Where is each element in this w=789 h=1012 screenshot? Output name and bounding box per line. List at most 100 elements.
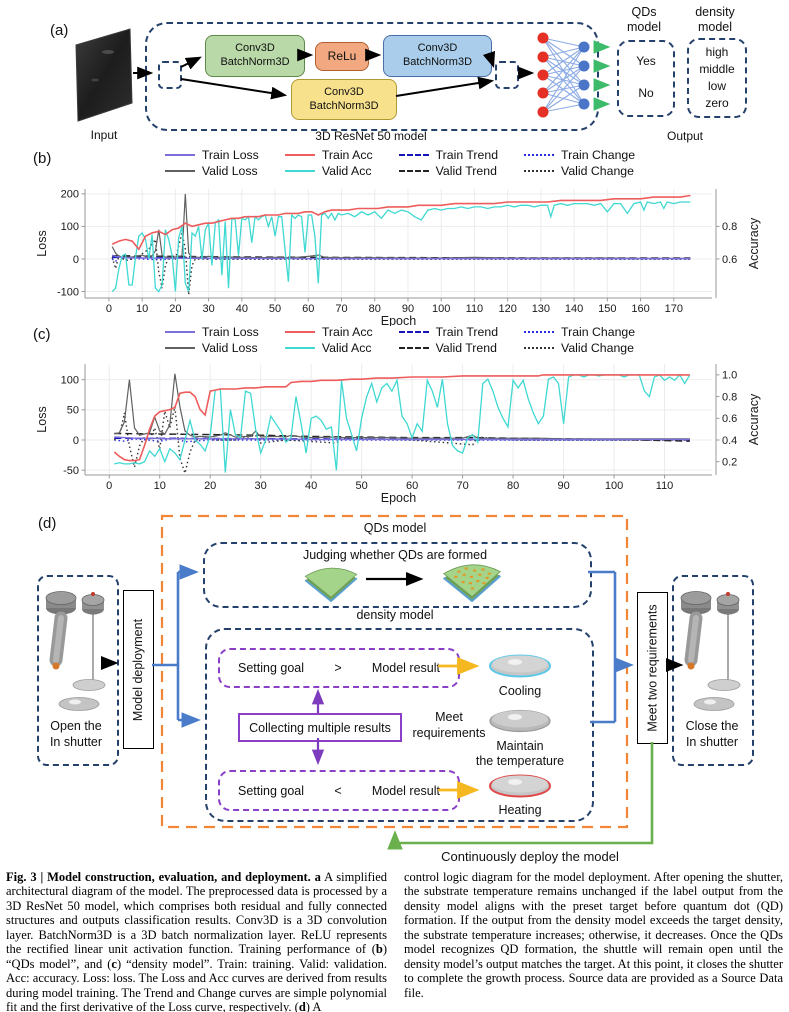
- series-line-train-change: [114, 437, 690, 443]
- wafer-plain-image: [304, 567, 358, 602]
- conv-batchnorm-block-right: Conv3D BatchNorm3D: [383, 35, 492, 77]
- legend-label: Valid Acc: [321, 340, 372, 355]
- caption-segment: control logic diagram for the model depl…: [404, 870, 783, 1000]
- x-tick-label: 0: [106, 480, 112, 492]
- legend-item-valid-change: Valid Change: [524, 163, 635, 178]
- caption-segment: ) “density model”. Train: training. Vali…: [6, 956, 387, 1012]
- series-line-valid-acc: [114, 373, 691, 473]
- legend-label: Valid Trend: [435, 340, 497, 355]
- x-tick-label: 90: [402, 303, 414, 315]
- setting-goal-lt-box: Setting goal < Model result: [218, 770, 460, 811]
- series-line-train-acc: [113, 374, 690, 462]
- series-line-valid-loss: [111, 193, 691, 259]
- caption-segment: Fig. 3 | Model construction, evaluation,…: [6, 870, 315, 884]
- legend-item-valid-trend: Valid Trend: [398, 340, 498, 355]
- legend-label: Valid Trend: [435, 163, 497, 178]
- density-model-section-title: density model: [356, 608, 434, 622]
- caption-segment: ) A: [305, 999, 322, 1012]
- collecting-results-box: Collecting multiple results: [238, 713, 402, 742]
- panel-a-flow-arrows: [133, 48, 535, 100]
- caption-segment: c: [111, 956, 117, 971]
- x-tick-label: 170: [665, 303, 683, 315]
- legend-label: Train Change: [561, 147, 636, 162]
- setting-goal-gt-left: Setting goal: [238, 661, 305, 675]
- maintain-label: Maintain the temperature: [475, 739, 565, 768]
- panel-a-label: (a): [50, 22, 69, 39]
- x-tick-label: 70: [335, 303, 347, 315]
- x-tick-label: 160: [631, 303, 649, 315]
- x-tick-label: 50: [356, 480, 368, 492]
- blue-connectors: [152, 564, 634, 728]
- judging-label: Judging whether QDs are formed: [302, 548, 488, 562]
- x-tick-label: 20: [169, 303, 181, 315]
- caption-segment: a: [314, 870, 321, 884]
- x-tick-label: 50: [269, 303, 281, 315]
- green-feedback-connector: [387, 742, 654, 850]
- x-tick-label: 100: [605, 480, 623, 492]
- qd-dots: [454, 567, 491, 590]
- y-tick-label-left: 200: [61, 189, 79, 201]
- open-shutter-caption: Open the In shutter: [49, 719, 103, 750]
- network-graphic: [537, 32, 611, 118]
- series-line-valid-change: [113, 406, 690, 475]
- conv-batchnorm-block-top: Conv3D BatchNorm3D: [205, 35, 305, 77]
- setting-goal-lt-left: Setting goal: [238, 783, 305, 798]
- x-tick-label: 100: [432, 303, 450, 315]
- y-axis-title-left: Loss: [35, 406, 49, 432]
- x-tick-label: 0: [106, 303, 112, 315]
- shutter-apparatus-image-2: [680, 591, 741, 711]
- density-output-box: high middle low zero: [687, 38, 747, 118]
- output-nodes: [578, 41, 590, 110]
- x-tick-label: 60: [302, 303, 314, 315]
- y-tick-label-right: 0.8: [722, 391, 737, 403]
- model-deployment-label: Model deployment: [131, 618, 146, 721]
- x-tick-label: 70: [456, 480, 468, 492]
- shutter-apparatus-image: [45, 591, 106, 711]
- qds-model-section-box: [203, 542, 592, 608]
- open-shutter-box: [37, 575, 119, 766]
- legend-line-sample: [524, 330, 555, 333]
- legend-line-sample: [284, 169, 315, 172]
- series-line-train-change: [111, 256, 691, 263]
- legend-label: Valid Loss: [201, 163, 258, 178]
- y-axis-title-left: Loss: [35, 230, 49, 256]
- wafer-with-qds-image: [442, 564, 502, 602]
- legend-item-valid-loss: Valid Loss: [164, 340, 259, 355]
- legend-label: Train Change: [561, 324, 636, 339]
- series-line-valid-acc: [111, 201, 691, 293]
- input-image: [75, 28, 133, 122]
- input-nodes: [537, 32, 549, 118]
- qds-no-option: No: [638, 86, 654, 100]
- x-tick-label: 80: [507, 480, 519, 492]
- meet-two-requirements-label: Meet two requirements: [645, 604, 660, 732]
- y-tick-label-left: 100: [61, 374, 79, 386]
- chart-c-plot: 0 10 20 30 40 50 60 70 80 90 100 110 -50 0 50 100 1.0 0.8…: [35, 364, 761, 505]
- meet-requirements-label: Meet requirements: [412, 710, 486, 740]
- legend-item-train-acc: Train Acc: [284, 147, 373, 162]
- legend-item-valid-acc: Valid Acc: [284, 340, 373, 355]
- y-axis-title-right: Accuracy: [747, 217, 761, 269]
- qds-yes-option: Yes: [636, 54, 656, 68]
- caption-column-1: Fig. 3 | Model construction, evaluation,…: [6, 870, 387, 1012]
- legend-line-sample: [398, 346, 429, 349]
- control-logic-box: [160, 514, 629, 829]
- series-line-valid-trend: [112, 255, 691, 259]
- meet-two-requirements-box: Meet two requirements: [637, 592, 668, 744]
- x-tick-label: 110: [656, 480, 674, 492]
- legend-label: Train Trend: [435, 147, 499, 162]
- heating-label: Heating: [498, 803, 542, 817]
- legend-item-train-loss: Train Loss: [164, 147, 259, 162]
- close-shutter-caption: Close the In shutter: [685, 719, 739, 750]
- x-tick-label: 40: [236, 303, 248, 315]
- relu-block: ReLu: [315, 42, 369, 71]
- legend-line-sample: [284, 153, 315, 156]
- series-line-train-loss: [114, 436, 690, 441]
- legend-line-sample: [164, 346, 195, 349]
- legend-label: Valid Change: [561, 163, 634, 178]
- cooling-substrate-image: [489, 654, 551, 678]
- x-tick-label: 40: [305, 480, 317, 492]
- qds-output-box: Yes No: [617, 40, 675, 117]
